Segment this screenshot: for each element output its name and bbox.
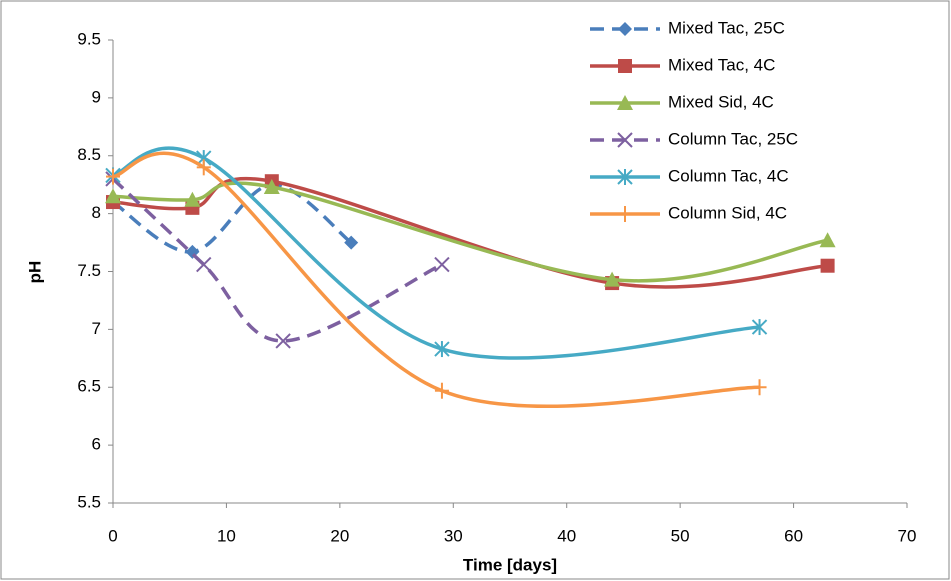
- legend-label: Column Tac, 4C: [668, 166, 789, 185]
- x-tick-label: 30: [444, 526, 463, 545]
- marker: [617, 95, 633, 110]
- marker-stroke: [275, 333, 291, 349]
- legend-label: Mixed Tac, 4C: [668, 55, 775, 74]
- y-tick-label: 9: [92, 87, 101, 106]
- marker: [196, 256, 212, 273]
- x-tick-label: 20: [330, 526, 349, 545]
- marker: [105, 188, 121, 204]
- marker: [820, 258, 835, 273]
- y-axis-title: pH: [25, 261, 44, 284]
- marker: [618, 206, 632, 222]
- marker: [263, 179, 280, 195]
- marker: [618, 59, 632, 73]
- series-line: [111, 177, 443, 343]
- marker-stroke: [434, 256, 450, 273]
- marker: [752, 379, 767, 396]
- legend-label: Mixed Tac, 25C: [668, 18, 785, 37]
- marker: [196, 159, 211, 176]
- marker: [434, 382, 449, 399]
- y-tick-label: 5.5: [77, 492, 101, 511]
- marker: [751, 319, 768, 336]
- x-tick-label: 60: [784, 526, 803, 545]
- y-tick-label: 7.5: [77, 261, 101, 280]
- marker-stroke: [196, 256, 212, 273]
- marker: [618, 22, 632, 36]
- x-tick-label: 50: [671, 526, 690, 545]
- marker: [434, 341, 450, 358]
- legend-label: Column Tac, 25C: [668, 129, 798, 148]
- x-tick-label: 40: [557, 526, 576, 545]
- marker-stroke: [617, 132, 633, 148]
- y-tick-label: 7: [92, 319, 101, 338]
- x-tick-label: 10: [217, 526, 236, 545]
- marker: [617, 169, 633, 185]
- y-tick-label: 8.5: [77, 145, 101, 164]
- marker: [106, 168, 120, 185]
- x-tick-label: 70: [898, 526, 917, 545]
- x-axis-title: Time [days]: [463, 555, 557, 574]
- y-tick-label: 9.5: [77, 29, 101, 48]
- marker: [617, 132, 633, 148]
- legend-label: Column Sid, 4C: [668, 203, 787, 222]
- marker: [819, 232, 836, 248]
- marker: [344, 235, 359, 250]
- series-line: [112, 146, 760, 360]
- marker: [275, 333, 291, 349]
- x-tick-label: 0: [108, 526, 117, 545]
- legend-label: Mixed Sid, 4C: [668, 92, 774, 111]
- marker: [185, 244, 200, 259]
- series-line: [112, 151, 760, 409]
- marker: [184, 191, 201, 207]
- marker: [604, 271, 621, 287]
- series-line: [112, 182, 353, 254]
- y-tick-label: 6: [92, 435, 101, 454]
- marker: [434, 256, 450, 273]
- y-tick-label: 8: [92, 203, 101, 222]
- y-tick-label: 6.5: [77, 377, 101, 396]
